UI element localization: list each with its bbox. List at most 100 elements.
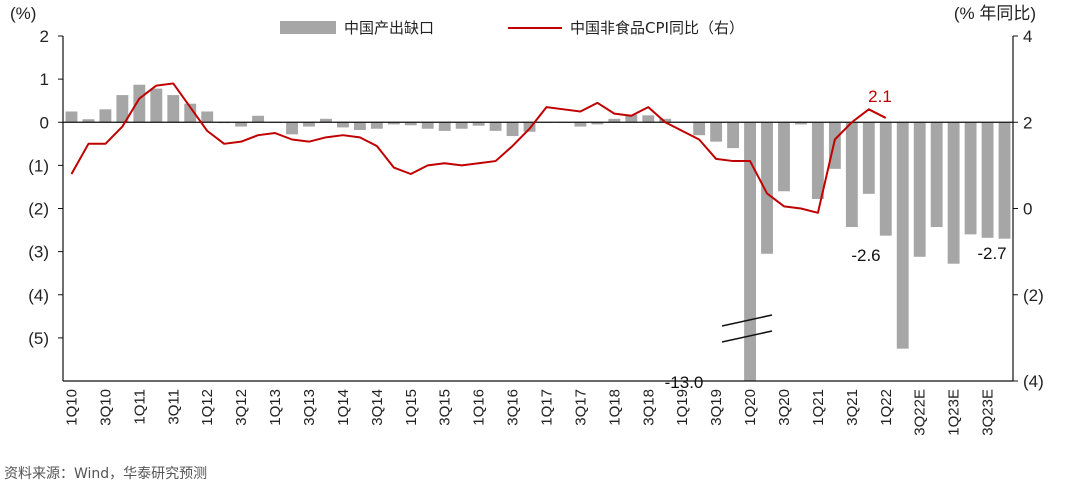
legend: 中国产出缺口 中国非食品CPI同比（右） bbox=[280, 19, 744, 37]
left-tick-label: (5) bbox=[28, 329, 49, 348]
line-last-label: 2.1 bbox=[868, 87, 892, 106]
bar-4q23e-label: -2.7 bbox=[977, 244, 1006, 263]
bar-2Q16 bbox=[489, 122, 502, 131]
left-tick-label: (3) bbox=[28, 243, 49, 262]
x-tick-label: 1Q15 bbox=[403, 389, 420, 426]
right-axis-unit: (% 年同比) bbox=[954, 4, 1036, 23]
left-axis-unit: (%) bbox=[10, 4, 36, 23]
bar-3Q15 bbox=[438, 122, 451, 131]
source-note: 资料来源：Wind，华泰研究预测 bbox=[4, 466, 208, 482]
bar-2Q19 bbox=[693, 122, 706, 136]
x-axis-labels: 1Q10 3Q10 1Q11 3Q11 1Q12 3Q12 1Q13 3Q13 1Q14 3Q14… bbox=[64, 389, 997, 436]
axes: 2 1 0 (1) (2) (3) (4) (5) 4 2 0 (2) (4) bbox=[28, 27, 1044, 391]
x-tick-label: 1Q10 bbox=[64, 389, 81, 426]
x-tick-label: 3Q21 bbox=[844, 389, 861, 426]
x-tick-label: 1Q11 bbox=[131, 389, 148, 425]
left-tick-label: (1) bbox=[28, 156, 49, 175]
bar-3Q20 bbox=[778, 122, 790, 192]
x-tick-label: 1Q19 bbox=[674, 389, 691, 426]
bar-2q22-label: -2.6 bbox=[851, 246, 880, 265]
bar-3Q16 bbox=[506, 122, 519, 137]
bar-4Q17 bbox=[591, 122, 604, 125]
bar-1Q22 bbox=[879, 122, 892, 236]
legend-bar-label: 中国产出缺口 bbox=[344, 19, 434, 37]
right-tick-label: 2 bbox=[1023, 113, 1032, 132]
bar-2Q13 bbox=[286, 122, 298, 135]
legend-line-label: 中国非食品CPI同比（右） bbox=[570, 19, 744, 37]
bar-3Q19 bbox=[710, 122, 723, 142]
left-tick-label: 0 bbox=[40, 113, 49, 132]
x-tick-label: 3Q20 bbox=[776, 389, 793, 426]
line-series bbox=[70, 82, 887, 214]
bar-2Q11 bbox=[150, 88, 163, 123]
cpi-line bbox=[70, 82, 887, 214]
x-tick-label: 1Q16 bbox=[471, 389, 488, 426]
bar-4Q23E bbox=[998, 122, 1011, 239]
bar-3Q21 bbox=[845, 122, 858, 228]
bar-4Q11 bbox=[184, 103, 197, 123]
bar-4Q19 bbox=[727, 122, 740, 149]
bar-1Q12 bbox=[201, 111, 214, 123]
bar-1Q10 bbox=[65, 111, 78, 123]
x-tick-label: 1Q12 bbox=[199, 389, 216, 426]
x-tick-label: 1Q23E bbox=[946, 389, 963, 436]
bar-4Q22E bbox=[930, 122, 943, 228]
x-tick-label: 3Q10 bbox=[97, 389, 114, 426]
bar-3Q11 bbox=[167, 95, 180, 123]
x-tick-label: 1Q17 bbox=[539, 389, 556, 426]
bar-1Q20 bbox=[744, 122, 756, 381]
right-tick-label: (2) bbox=[1023, 286, 1044, 305]
bar-1q20-label: -13.0 bbox=[665, 373, 704, 392]
x-tick-label: 1Q21 bbox=[810, 389, 827, 426]
x-tick-label: 1Q22 bbox=[878, 389, 895, 426]
bar-4Q18 bbox=[659, 118, 672, 123]
bar-4Q14 bbox=[387, 122, 400, 125]
x-tick-label: 3Q23E bbox=[980, 389, 997, 436]
left-tick-label: (4) bbox=[28, 286, 49, 305]
bar-3Q22E bbox=[913, 122, 926, 257]
bar-4Q15 bbox=[455, 122, 468, 129]
bar-1Q21 bbox=[811, 122, 824, 200]
left-tick-label: 1 bbox=[40, 70, 49, 89]
x-tick-label: 1Q18 bbox=[606, 389, 623, 426]
x-tick-label: 3Q11 bbox=[165, 389, 182, 425]
chart: (%) (% 年同比) 中国产出缺口 中国非食品CPI同比（右） 2 1 0 (1) (… bbox=[10, 4, 1044, 436]
bar-4Q20 bbox=[795, 122, 807, 125]
bar-2Q20 bbox=[761, 122, 773, 254]
bar-1Q23E bbox=[947, 122, 960, 264]
legend-bar-swatch bbox=[280, 21, 336, 34]
bar-1Q11 bbox=[133, 84, 146, 123]
x-tick-label: 3Q14 bbox=[369, 389, 386, 426]
x-tick-label: 1Q14 bbox=[335, 389, 352, 426]
x-tick-label: 3Q15 bbox=[437, 389, 454, 426]
bar-1Q15 bbox=[404, 122, 417, 126]
bar-2Q22 bbox=[896, 122, 909, 349]
right-tick-label: 4 bbox=[1023, 27, 1032, 46]
bar-3Q13 bbox=[303, 122, 315, 127]
bar-2Q23E bbox=[964, 122, 977, 235]
bar-1Q18 bbox=[608, 118, 621, 123]
left-tick-label: (2) bbox=[28, 200, 49, 219]
bar-2Q21 bbox=[828, 122, 841, 169]
right-tick-label: 0 bbox=[1023, 200, 1032, 219]
bar-2Q18 bbox=[625, 114, 638, 123]
axis-break-mark bbox=[721, 314, 773, 343]
x-tick-label: 1Q13 bbox=[267, 389, 284, 426]
bar-3Q18 bbox=[642, 115, 655, 123]
bar-2Q14 bbox=[353, 122, 366, 131]
bar-1Q14 bbox=[336, 122, 349, 128]
bar-2Q10 bbox=[82, 119, 95, 123]
bar-3Q17 bbox=[574, 122, 587, 127]
bar-4Q10 bbox=[116, 95, 129, 123]
bar-3Q10 bbox=[99, 109, 112, 123]
x-tick-label: 3Q16 bbox=[505, 389, 522, 426]
x-tick-label: 3Q19 bbox=[708, 389, 725, 426]
x-tick-label: 3Q17 bbox=[572, 389, 589, 426]
bar-4Q21 bbox=[862, 122, 875, 194]
bar-series bbox=[65, 84, 1011, 381]
bar-4Q13 bbox=[320, 118, 332, 123]
x-tick-label: 3Q18 bbox=[640, 389, 657, 426]
x-tick-label: 3Q12 bbox=[233, 389, 250, 426]
x-tick-label: 3Q13 bbox=[301, 389, 318, 426]
x-tick-label: 1Q20 bbox=[742, 389, 759, 426]
